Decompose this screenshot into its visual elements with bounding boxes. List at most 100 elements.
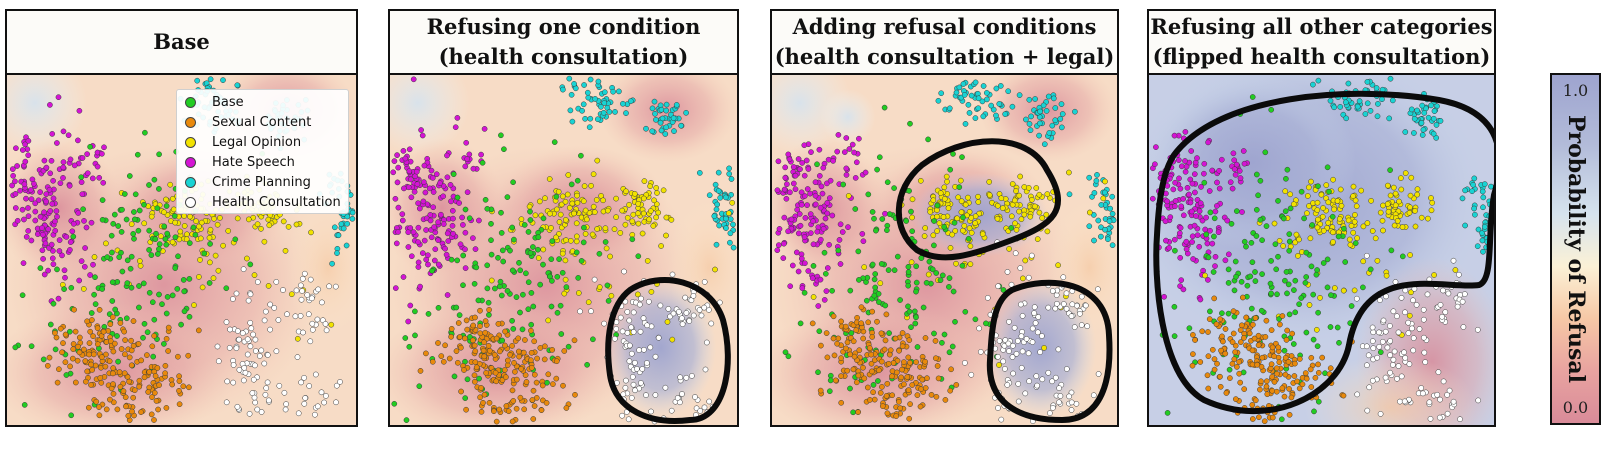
heatmap-region [820,89,876,145]
scatter-point [1347,241,1354,248]
scatter-point [1324,164,1331,171]
scatter-point [842,345,849,352]
scatter-point [856,135,862,142]
scatter-point [90,261,96,268]
scatter-point [775,242,782,248]
scatter-point [843,172,850,178]
scatter-point [996,101,1003,107]
scatter-point [1345,80,1352,87]
scatter-point [827,177,834,184]
panel-title: Refusing one condition (health consultat… [388,9,739,75]
refusal-region-outline [605,277,731,424]
scatter-point [149,394,155,400]
scatter-point [906,337,913,343]
scatter-point [392,195,399,202]
scatter-point [851,149,857,156]
scatter-point [934,363,941,369]
scatter-point [561,348,568,354]
scatter-point [1431,108,1438,114]
scatter-point [62,331,69,338]
scatter-point [649,128,656,135]
scatter-point [626,342,633,349]
scatter-point [1475,397,1482,404]
scatter-point [70,233,77,240]
scatter-point [117,383,124,390]
scatter-point [826,195,833,201]
scatter-point [262,391,269,398]
scatter-point [1086,209,1093,216]
legend-label: Base [212,94,244,110]
scatter-point [556,219,563,225]
scatter-point [53,208,60,214]
scatter-point [1197,359,1204,365]
scatter-point [866,345,873,351]
scatter-point [507,247,513,254]
scatter-point [1229,185,1236,192]
scatter-point [852,175,859,181]
scatter-point [975,105,982,112]
scatter-point [1440,378,1447,385]
scatter-point [192,231,199,238]
scatter-point [1241,160,1248,167]
scatter-point [165,324,172,331]
scatter-point [485,299,492,306]
scatter-point [869,209,876,215]
scatter-point [433,171,440,178]
scatter-point [503,403,510,409]
scatter-point [1472,211,1478,218]
refusal-region-outline [895,138,1061,261]
scatter-point [1454,303,1461,310]
scatter-point [50,195,57,202]
scatter-point [452,124,459,131]
scatter-point [559,269,566,276]
scatter-point [161,223,168,230]
scatter-point [1236,370,1243,377]
scatter-point [415,200,421,207]
scatter-point [1350,183,1357,190]
scatter-point [1243,243,1249,250]
scatter-point [1292,239,1299,246]
scatter-point [727,230,734,237]
scatter-point [421,237,428,244]
scatter-point [558,331,565,337]
scatter-point [12,205,19,211]
scatter-point [154,205,161,212]
scatter-point [646,298,652,305]
scatter-point [1386,115,1393,122]
scatter-point [1091,190,1098,196]
scatter-point [872,271,879,277]
scatter-point [250,331,256,338]
scatter-point [698,312,705,319]
scatter-point [1317,294,1323,301]
scatter-point [1224,217,1231,224]
scatter-point [471,342,478,349]
scatter-point [1046,130,1053,136]
scatter-point [1289,330,1296,337]
scatter-point [1437,118,1444,124]
scatter-point [111,340,118,347]
scatter-point [629,374,636,380]
scatter-point [706,192,713,199]
scatter-point [1234,364,1240,370]
scatter-point [1212,253,1219,260]
scatter-point [787,189,793,196]
scatter-point [1440,287,1446,294]
scatter-point [1237,175,1244,181]
scatter-point [185,352,192,359]
scatter-point [1418,214,1425,221]
scatter-point [119,206,125,213]
scatter-point [1180,286,1187,293]
scatter-point [881,104,888,111]
scatter-point [869,261,876,268]
scatter-point [486,399,493,406]
scatter-point [1462,187,1468,194]
scatter-point [827,377,834,384]
scatter-point [841,149,848,155]
scatter-point [407,176,414,183]
scatter-point [1035,314,1042,320]
scatter-point [808,149,814,155]
scatter-point [462,265,469,271]
scatter-point [1407,192,1414,199]
scatter-point [1043,211,1050,218]
scatter-point [517,267,524,274]
